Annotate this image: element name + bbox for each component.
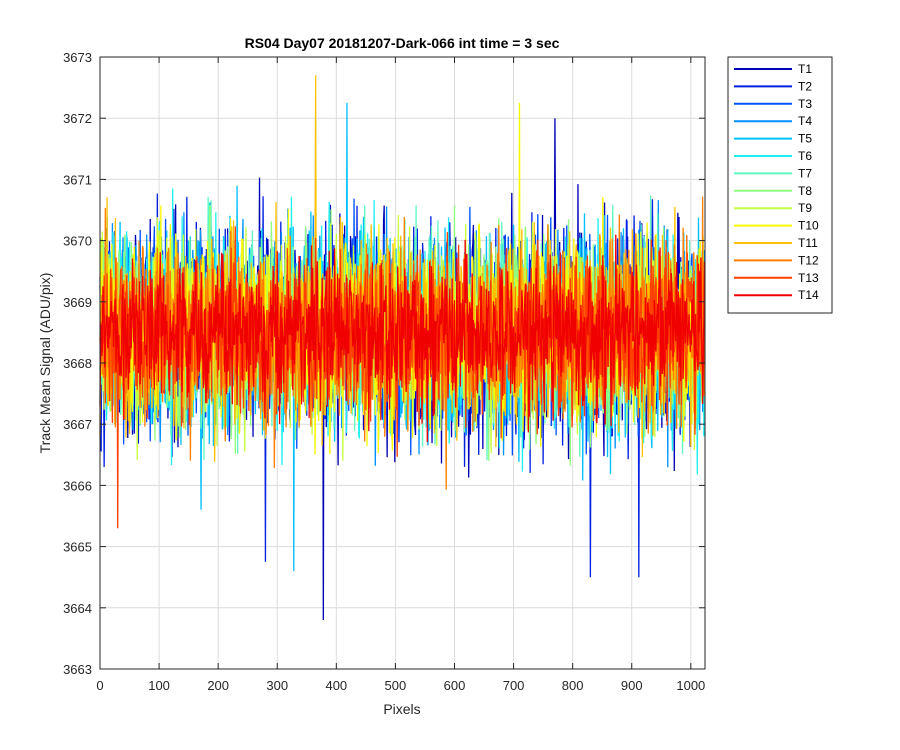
chart-title: RS04 Day07 20181207-Dark-066 int time = … xyxy=(245,35,560,51)
x-tick-label: 300 xyxy=(266,678,288,693)
legend-label-t3: T3 xyxy=(798,97,812,111)
series-layer xyxy=(99,75,706,621)
x-tick-label: 500 xyxy=(385,678,407,693)
x-tick-label: 700 xyxy=(503,678,525,693)
x-tick-label: 0 xyxy=(96,678,103,693)
series-line-t14 xyxy=(99,234,706,443)
y-tick-label: 3670 xyxy=(63,234,92,249)
y-tick-label: 3667 xyxy=(63,417,92,432)
legend: T1 T2 T3 T4 T5 T6 T7 T8 T9 T10 T11 T12 T13 T14 xyxy=(727,56,833,314)
legend-label-t9: T9 xyxy=(798,201,812,215)
y-axis-label: Track Mean Signal (ADU/pix) xyxy=(37,273,53,454)
legend-label-t14: T14 xyxy=(798,288,819,302)
x-tick-label: 900 xyxy=(621,678,643,693)
y-tick-label: 3669 xyxy=(63,295,92,310)
legend-label-t5: T5 xyxy=(798,132,812,146)
y-tick-label: 3665 xyxy=(63,540,92,555)
y-tick-label: 3673 xyxy=(63,50,92,65)
y-tick-label: 3668 xyxy=(63,356,92,371)
x-tick-label: 400 xyxy=(325,678,347,693)
y-tick-label: 3663 xyxy=(63,662,92,677)
x-tick-label: 800 xyxy=(562,678,584,693)
y-tick-label: 3671 xyxy=(63,172,92,187)
legend-label-t1: T1 xyxy=(798,62,812,76)
legend-label-t10: T10 xyxy=(798,219,819,233)
x-tick-label: 600 xyxy=(444,678,466,693)
legend-label-t4: T4 xyxy=(798,114,812,128)
y-tick-label: 3664 xyxy=(63,601,92,616)
legend-box xyxy=(727,56,833,314)
x-tick-label: 1000 xyxy=(676,678,705,693)
legend-label-t8: T8 xyxy=(798,184,812,198)
legend-label-t12: T12 xyxy=(798,253,819,267)
legend-label-t2: T2 xyxy=(798,79,812,93)
legend-label-t13: T13 xyxy=(798,271,819,285)
legend-label-t6: T6 xyxy=(798,149,812,163)
x-axis-label: Pixels xyxy=(383,701,420,717)
plot-area: 0 100 200 300 400 500 600 700 800 900 1000 3663 3664… xyxy=(63,50,706,693)
legend-label-t11: T11 xyxy=(798,236,818,250)
x-tick-label: 100 xyxy=(148,678,170,693)
x-tick-label: 200 xyxy=(207,678,229,693)
y-tick-label: 3672 xyxy=(63,111,92,126)
legend-label-t7: T7 xyxy=(798,166,812,180)
ticks: 0 100 200 300 400 500 600 700 800 900 1000 3663 3664… xyxy=(63,50,705,693)
y-tick-label: 3666 xyxy=(63,478,92,493)
